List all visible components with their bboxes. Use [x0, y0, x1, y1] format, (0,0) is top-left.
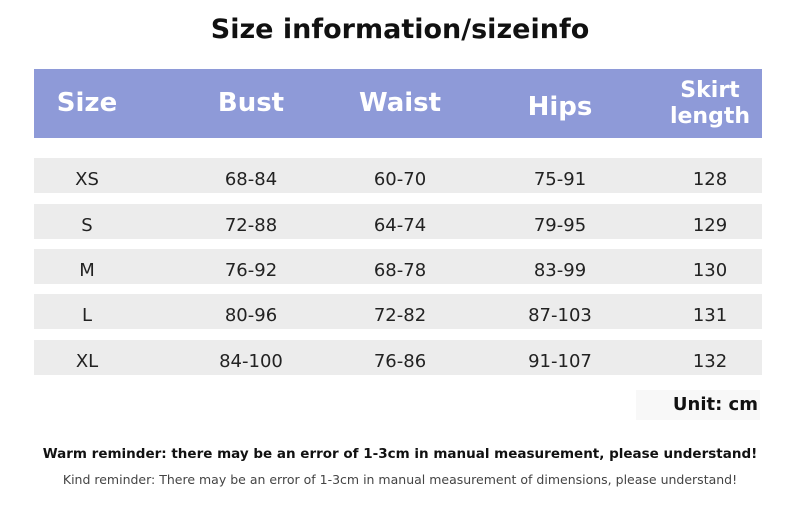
unit-background	[636, 390, 760, 420]
table-row: S 72-88 64-74 79-95 129	[34, 204, 762, 239]
table-cell: 68-78	[373, 260, 427, 281]
table-cell: 75-91	[533, 169, 587, 190]
warm-reminder: Warm reminder: there may be an error of …	[42, 446, 758, 462]
table-cell: 129	[692, 215, 728, 236]
unit-note: Unit: cm	[672, 394, 758, 415]
column-header: Size	[56, 88, 118, 118]
table-cell: S	[81, 215, 93, 236]
column-header: Waist	[358, 88, 442, 118]
table-cell: 84-100	[219, 351, 283, 372]
title: Size information/sizeinfo	[210, 14, 590, 45]
table-row: L 80-96 72-82 87-103 131	[34, 294, 762, 329]
table-cell: 83-99	[533, 260, 587, 281]
table-cell: 131	[692, 305, 728, 326]
table-cell: 91-107	[528, 351, 592, 372]
column-header: Skirt length	[669, 77, 751, 129]
table-cell: 76-86	[373, 351, 427, 372]
table-cell: 76-92	[224, 260, 278, 281]
table-cell: 128	[692, 169, 728, 190]
table-cell: 60-70	[373, 169, 427, 190]
table-header: Size Bust Waist Hips Skirt length	[34, 69, 762, 138]
table-cell: 68-84	[224, 169, 278, 190]
table-cell: 132	[692, 351, 728, 372]
table-cell: XL	[75, 351, 99, 372]
table-cell: 130	[692, 260, 728, 281]
table-cell: 80-96	[224, 305, 278, 326]
table-cell: M	[79, 260, 95, 281]
kind-reminder: Kind reminder: There may be an error of …	[62, 472, 738, 487]
table-cell: 87-103	[528, 305, 592, 326]
table-cell: XS	[75, 169, 99, 190]
table-row: M 76-92 68-78 83-99 130	[34, 249, 762, 284]
table-cell: L	[81, 305, 93, 326]
table-row: XL 84-100 76-86 91-107 132	[34, 340, 762, 375]
column-header: Bust	[217, 88, 285, 118]
table-cell: 72-88	[224, 215, 278, 236]
table-row: XS 68-84 60-70 75-91 128	[34, 158, 762, 193]
column-header: Hips	[527, 92, 593, 122]
table-cell: 79-95	[533, 215, 587, 236]
table-cell: 64-74	[373, 215, 427, 236]
table-cell: 72-82	[373, 305, 427, 326]
